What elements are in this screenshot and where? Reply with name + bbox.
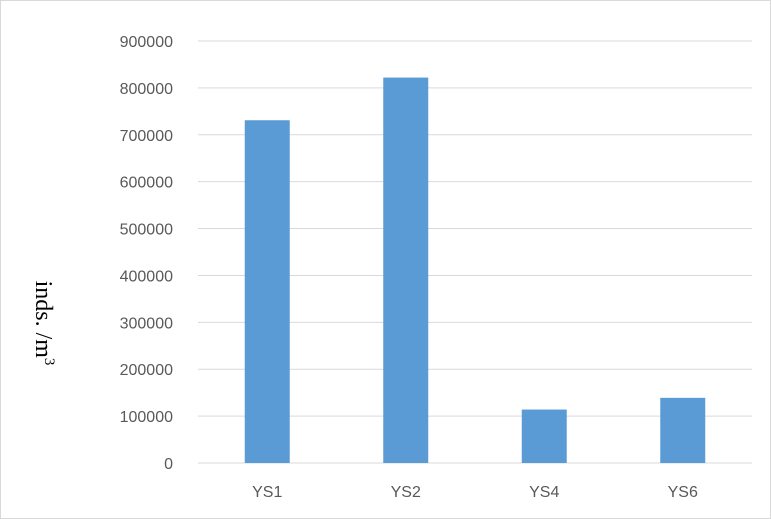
y-tick-label: 700000 bbox=[120, 128, 173, 145]
y-tick-label: 200000 bbox=[120, 362, 173, 379]
y-axis-label-text: inds. /m bbox=[30, 281, 56, 359]
bars bbox=[244, 77, 706, 464]
x-tick-labels: YS1 YS2 YS4 YS6 bbox=[252, 484, 698, 501]
y-axis-label-superscript: 3 bbox=[41, 358, 57, 366]
bar-ys1 bbox=[244, 120, 290, 464]
y-tick-label: 300000 bbox=[120, 315, 173, 332]
y-tick-label: 600000 bbox=[120, 175, 173, 192]
x-tick-label: YS6 bbox=[668, 484, 698, 501]
y-axis-label: inds. /m3 bbox=[30, 281, 57, 366]
y-tick-label: 500000 bbox=[120, 222, 173, 239]
bar-ys6 bbox=[660, 397, 706, 463]
y-tick-label: 100000 bbox=[120, 409, 173, 426]
bar-ys4 bbox=[521, 409, 567, 463]
bar-ys2 bbox=[383, 77, 429, 463]
y-tick-label: 800000 bbox=[120, 81, 173, 98]
x-tick-label: YS1 bbox=[252, 484, 282, 501]
x-tick-label: YS2 bbox=[391, 484, 421, 501]
x-tick-label: YS4 bbox=[529, 484, 559, 501]
y-tick-label: 900000 bbox=[120, 34, 173, 51]
gridlines bbox=[198, 40, 752, 464]
y-tick-label: 0 bbox=[164, 456, 173, 473]
y-tick-labels: 0 100000 200000 300000 400000 500000 600000 700… bbox=[120, 34, 173, 473]
y-tick-label: 400000 bbox=[120, 268, 173, 285]
